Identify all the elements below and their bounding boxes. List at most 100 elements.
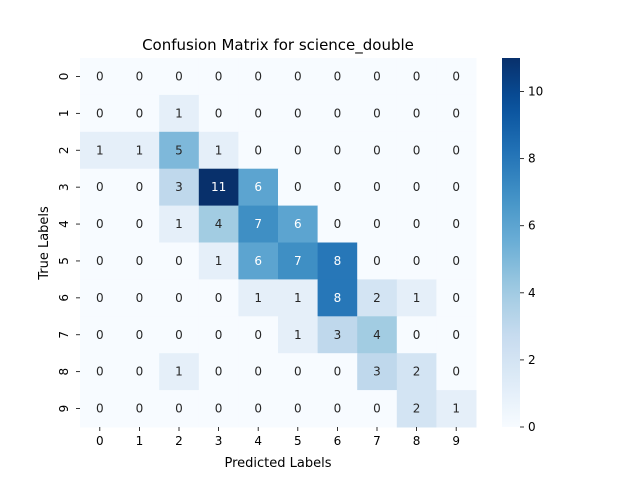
y-tick-label: 1 <box>57 110 71 118</box>
heatmap-cell <box>396 205 437 243</box>
cell-value-label: 0 <box>215 106 223 120</box>
heatmap-cell <box>396 168 437 207</box>
heatmap-cell <box>198 205 239 243</box>
cell-value-label: 0 <box>334 69 342 83</box>
heatmap-cell <box>119 279 160 317</box>
colorbar-ticks: 0 2 4 6 8 10 <box>520 85 543 434</box>
cell-value-label: 2 <box>413 402 421 416</box>
heatmap-cell <box>396 390 437 428</box>
heatmap-cell <box>159 353 200 391</box>
heatmap-cell <box>198 131 239 170</box>
heatmap-cell <box>119 131 160 170</box>
heatmap-cell <box>238 168 279 207</box>
cell-value-label: 0 <box>254 402 262 416</box>
cell-value-label: 1 <box>175 217 183 231</box>
cell-value-label: 0 <box>136 291 144 305</box>
heatmap-cell <box>80 390 121 428</box>
heatmap-cell <box>317 242 358 280</box>
heatmap-cell <box>159 205 200 243</box>
cell-value-label: 0 <box>413 254 421 268</box>
cell-value-label: 1 <box>294 328 302 342</box>
heatmap-cell <box>159 279 200 317</box>
cell-value-label: 8 <box>334 254 342 268</box>
heatmap-cell <box>317 316 358 354</box>
cell-value-label: 0 <box>334 143 342 157</box>
heatmap-cell <box>238 131 279 170</box>
heatmap-cell <box>159 58 200 96</box>
cell-value-label: 0 <box>373 180 381 194</box>
y-tick-label: 8 <box>57 368 71 376</box>
cell-value-label: 2 <box>413 365 421 379</box>
cell-value-label: 0 <box>136 328 144 342</box>
cell-value-label: 0 <box>452 254 460 268</box>
cell-value-label: 0 <box>136 69 144 83</box>
y-tick-label: 9 <box>57 405 71 413</box>
heatmap-cell <box>317 205 358 243</box>
heatmap-cells: 0 0 0 0 0 0 0 0 0 00 0 1 0 0 0 0 0 0 01 1 5 1 0 0 0 0 0 00 0 3 11 6 0 0 0 0… <box>80 58 477 428</box>
heatmap-cell <box>436 131 477 170</box>
x-tick-label: 1 <box>136 434 144 448</box>
heatmap-cell <box>436 316 477 354</box>
cell-value-label: 1 <box>254 291 262 305</box>
heatmap-cell <box>317 390 358 428</box>
cell-value-label: 0 <box>294 143 302 157</box>
cell-value-label: 1 <box>215 254 223 268</box>
heatmap-cell <box>198 353 239 391</box>
cell-value-label: 1 <box>215 143 223 157</box>
heatmap-cell <box>80 316 121 354</box>
cell-value-label: 7 <box>294 254 302 268</box>
cell-value-label: 3 <box>373 365 381 379</box>
x-axis-ticks: 0 1 2 3 4 5 6 7 8 9 <box>96 427 460 448</box>
heatmap-cell <box>238 205 279 243</box>
heatmap-cell <box>436 58 477 96</box>
cell-value-label: 0 <box>413 69 421 83</box>
cell-value-label: 0 <box>96 402 104 416</box>
cell-value-label: 0 <box>294 69 302 83</box>
heatmap-cell <box>317 168 358 207</box>
cell-value-label: 0 <box>96 254 104 268</box>
heatmap-cell <box>396 58 437 96</box>
heatmap-cell <box>436 279 477 317</box>
cell-value-label: 8 <box>334 291 342 305</box>
heatmap-cell <box>238 353 279 391</box>
heatmap-cell <box>278 353 319 391</box>
cell-value-label: 0 <box>452 217 460 231</box>
colorbar-tick-label: 10 <box>528 85 543 99</box>
cell-value-label: 6 <box>294 217 302 231</box>
cell-value-label: 0 <box>334 180 342 194</box>
y-tick-label: 4 <box>57 220 71 228</box>
y-tick-label: 3 <box>57 183 71 191</box>
heatmap-cell <box>159 390 200 428</box>
cell-value-label: 6 <box>254 254 262 268</box>
heatmap-cell <box>396 353 437 391</box>
heatmap-cell <box>198 316 239 354</box>
cell-value-label: 1 <box>294 291 302 305</box>
heatmap-cell <box>317 353 358 391</box>
heatmap-cell <box>238 316 279 354</box>
cell-value-label: 0 <box>254 106 262 120</box>
heatmap-cell <box>159 242 200 280</box>
cell-value-label: 0 <box>254 69 262 83</box>
heatmap-cell <box>317 94 358 133</box>
heatmap-cell <box>436 353 477 391</box>
cell-value-label: 11 <box>211 180 226 194</box>
cell-value-label: 2 <box>373 291 381 305</box>
cell-value-label: 0 <box>175 291 183 305</box>
heatmap-cell <box>357 205 398 243</box>
x-tick-label: 6 <box>334 434 342 448</box>
colorbar <box>502 58 520 427</box>
colorbar-tick-label: 4 <box>528 286 536 300</box>
cell-value-label: 3 <box>334 328 342 342</box>
heatmap-cell <box>238 242 279 280</box>
heatmap-cell <box>357 279 398 317</box>
cell-value-label: 0 <box>96 106 104 120</box>
y-tick-label: 5 <box>57 257 71 265</box>
heatmap-cell <box>278 168 319 207</box>
cell-value-label: 0 <box>452 328 460 342</box>
heatmap-cell <box>119 205 160 243</box>
cell-value-label: 0 <box>175 69 183 83</box>
cell-value-label: 1 <box>136 143 144 157</box>
heatmap-cell <box>278 242 319 280</box>
heatmap-cell <box>317 131 358 170</box>
